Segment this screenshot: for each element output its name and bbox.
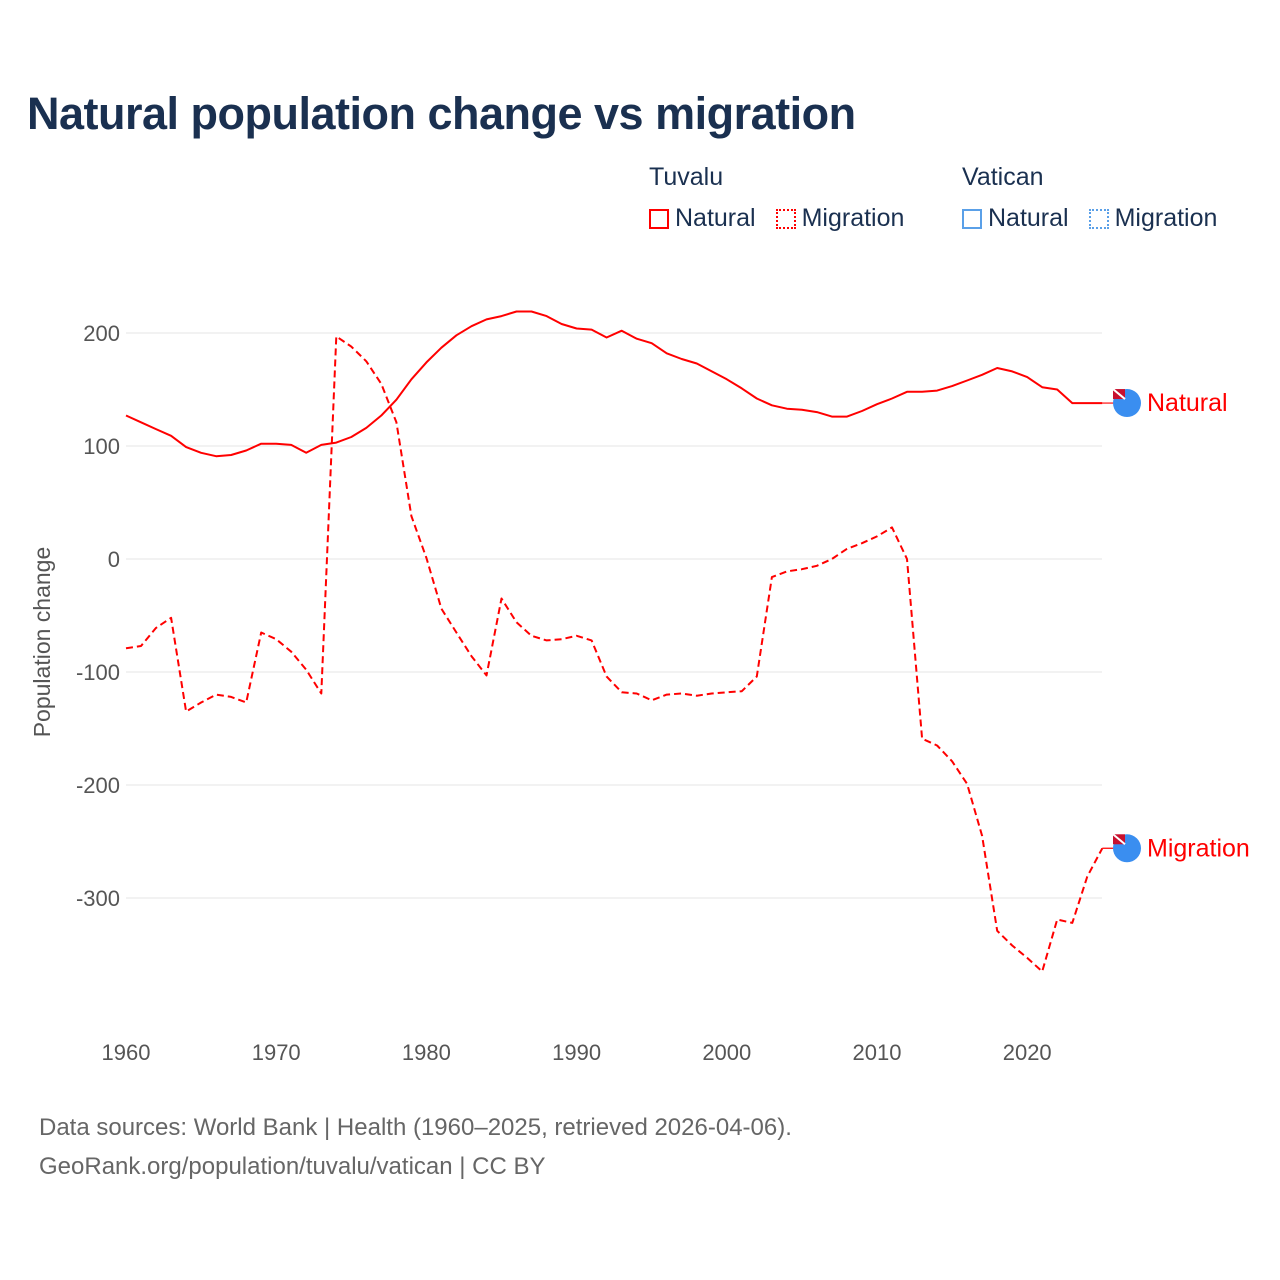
legend-item-vatican-migration[interactable]: Migration — [1088, 204, 1218, 233]
legend-vatican: Natural Migration — [962, 204, 1237, 233]
legend-group-vatican: Vatican — [962, 163, 1044, 191]
x-tick-label: 2000 — [702, 1040, 751, 1065]
dotted-swatch-icon — [1088, 208, 1109, 229]
solid-swatch-icon — [649, 208, 669, 229]
dotted-swatch-icon — [775, 208, 796, 229]
flag-cross — [1112, 388, 1126, 400]
x-tick-label: 1970 — [252, 1040, 301, 1065]
legend-item-tuvalu-natural[interactable]: Natural — [649, 204, 756, 233]
footer-link[interactable]: GeoRank.org/population/tuvalu/vatican | … — [39, 1153, 546, 1180]
legend-item-vatican-natural[interactable]: Natural — [962, 204, 1069, 233]
legend-label: Migration — [1114, 204, 1218, 232]
series-line-migration — [125, 335, 1104, 973]
footer: Data sources: World Bank | Health (1960–… — [39, 1108, 792, 1186]
legend-item-tuvalu-migration[interactable]: Migration — [775, 204, 905, 233]
solid-swatch-icon — [962, 208, 982, 229]
y-tick-label: -100 — [76, 660, 120, 685]
flag-cross — [1112, 833, 1126, 846]
footer-sources: Data sources: World Bank | Health (1960–… — [39, 1114, 792, 1141]
y-axis-label: Population change — [29, 547, 55, 738]
x-tick-label: 1990 — [552, 1040, 601, 1065]
tuvalu-flag-icon — [1112, 833, 1141, 863]
legend-group-tuvalu: Tuvalu — [649, 163, 724, 191]
y-tick-label: 200 — [83, 321, 120, 346]
x-tick-label: 2010 — [853, 1040, 902, 1065]
x-tick-label: 2020 — [1003, 1040, 1052, 1065]
y-tick-label: -200 — [76, 773, 120, 798]
legend-label: Migration — [801, 204, 905, 232]
tuvalu-flag-icon — [1112, 388, 1141, 418]
legend-label: Natural — [988, 204, 1069, 232]
legend-label: Natural — [675, 204, 756, 232]
series-end-label-natural: Natural — [1147, 389, 1228, 417]
y-tick-label: 0 — [108, 547, 120, 572]
legend-tuvalu: Natural Migration — [649, 204, 924, 233]
y-tick-label: 100 — [83, 434, 120, 459]
x-tick-label: 1960 — [102, 1040, 151, 1065]
chart-title: Natural population change vs migration — [27, 88, 856, 139]
series-line-natural — [125, 310, 1103, 458]
series-end-label-migration: Migration — [1147, 834, 1250, 862]
x-tick-label: 1980 — [402, 1040, 451, 1065]
y-tick-label: -300 — [76, 886, 120, 911]
